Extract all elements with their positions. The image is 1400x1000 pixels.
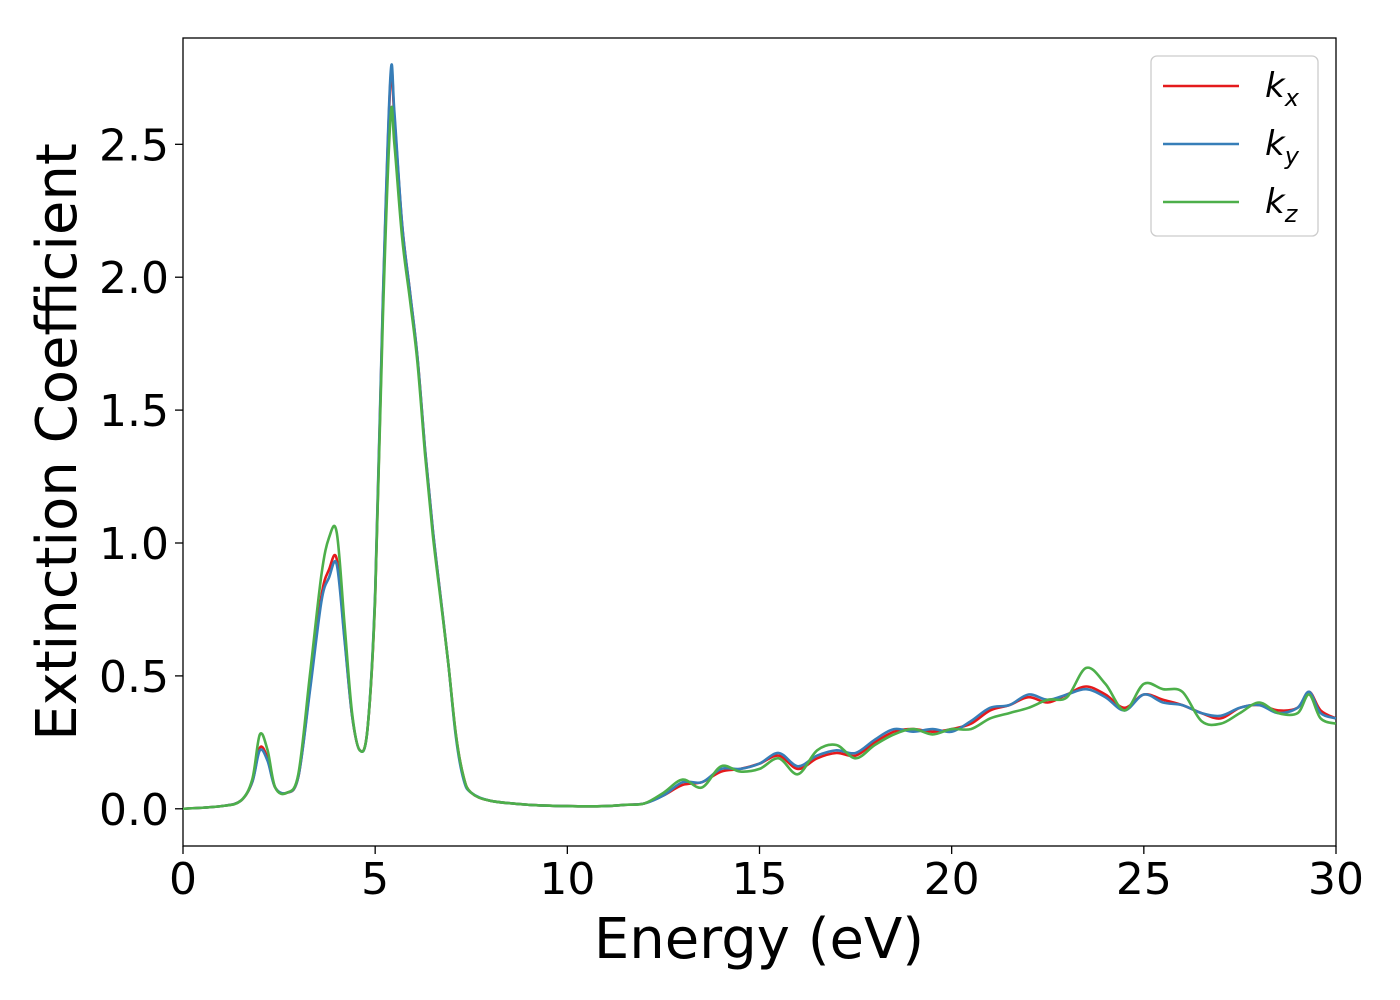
legend-label-base: k [1265,182,1286,222]
x-tick-label: 0 [169,854,197,905]
series-line-z [183,105,1336,811]
legend-label-base: k [1265,66,1286,106]
legend-box [1150,55,1319,237]
legend-label-subscript: y [1284,142,1300,170]
x-tick-label: 5 [361,854,389,905]
y-axis-title: Extinction Coefficient [25,143,90,741]
y-axis: 0.0 0.5 1.0 1.5 2.0 2.5 [99,120,183,836]
x-tick-label: 15 [732,854,788,905]
x-axis-title: Energy (eV) [594,907,924,972]
x-tick-label: 20 [924,854,980,905]
y-tick-label: 1.0 [99,519,169,570]
x-axis: 0 5 10 15 20 25 30 [169,846,1364,905]
y-tick-label: 0.0 [99,785,169,836]
x-tick-label: 25 [1116,854,1172,905]
legend-label-y: ky [1265,124,1300,170]
y-tick-label: 2.5 [99,120,169,171]
y-tick-label: 0.5 [99,652,169,703]
legend-label-base: k [1265,124,1286,164]
legend-label-z: kz [1265,182,1299,228]
series-layer [183,63,1336,811]
x-tick-label: 10 [539,854,595,905]
legend-label-subscript: z [1284,200,1299,228]
legend-label-subscript: x [1284,84,1300,112]
y-tick-label: 2.0 [99,253,169,304]
y-tick-label: 1.5 [99,386,169,437]
x-tick-label: 30 [1308,854,1364,905]
legend-label-x: kx [1265,66,1300,112]
